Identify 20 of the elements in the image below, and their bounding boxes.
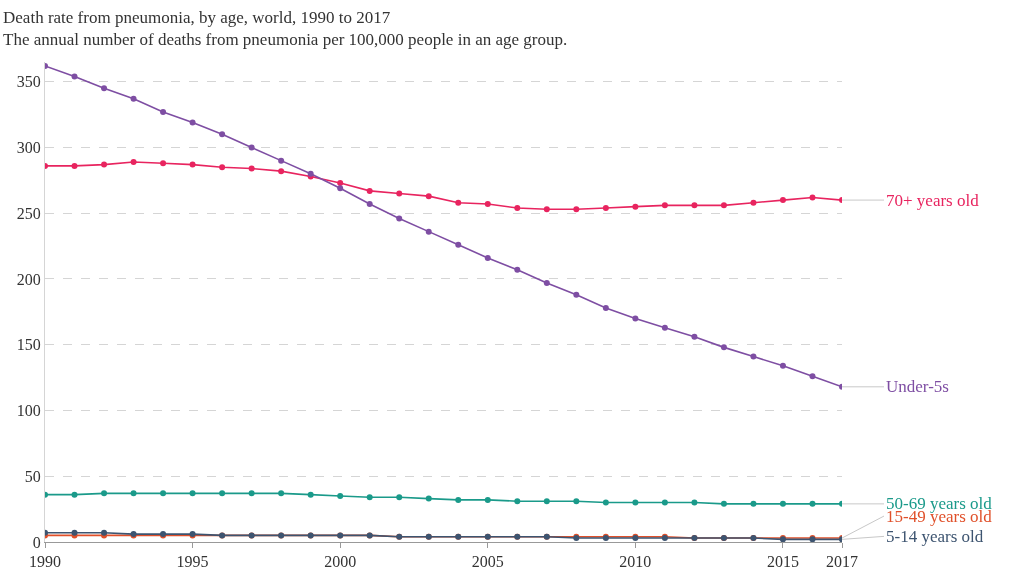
- text: 70+ years old: [886, 191, 980, 210]
- chart-title: Death rate from pneumonia, by age, world, 1990 to 2017: [3, 8, 391, 28]
- text: Under-5s: [886, 377, 949, 396]
- x-tick-label: 2017: [826, 553, 858, 571]
- x-tick-label: 2005: [471, 553, 504, 571]
- y-tick-label: 0: [32, 533, 41, 551]
- x-tick-label: 2000: [324, 553, 357, 571]
- text: 5-14 years old: [886, 527, 984, 546]
- y-tick-label: 300: [16, 139, 41, 157]
- x-tick-label: 1990: [29, 553, 61, 571]
- y-tick-label: 50: [24, 467, 41, 485]
- x-tick-label: 2015: [766, 553, 799, 571]
- x-tick-label: 1995: [176, 553, 209, 571]
- y-tick-label: 100: [16, 402, 41, 420]
- y-tick-label: 350: [16, 73, 41, 91]
- x-tick-label: 2010: [619, 553, 652, 571]
- chart-subtitle: The annual number of deaths from pneumonia per 100,000 people in an age group.: [3, 30, 568, 50]
- y-tick-label: 250: [16, 204, 41, 222]
- y-tick-label: 200: [16, 270, 41, 288]
- y-tick-label: 150: [16, 336, 41, 354]
